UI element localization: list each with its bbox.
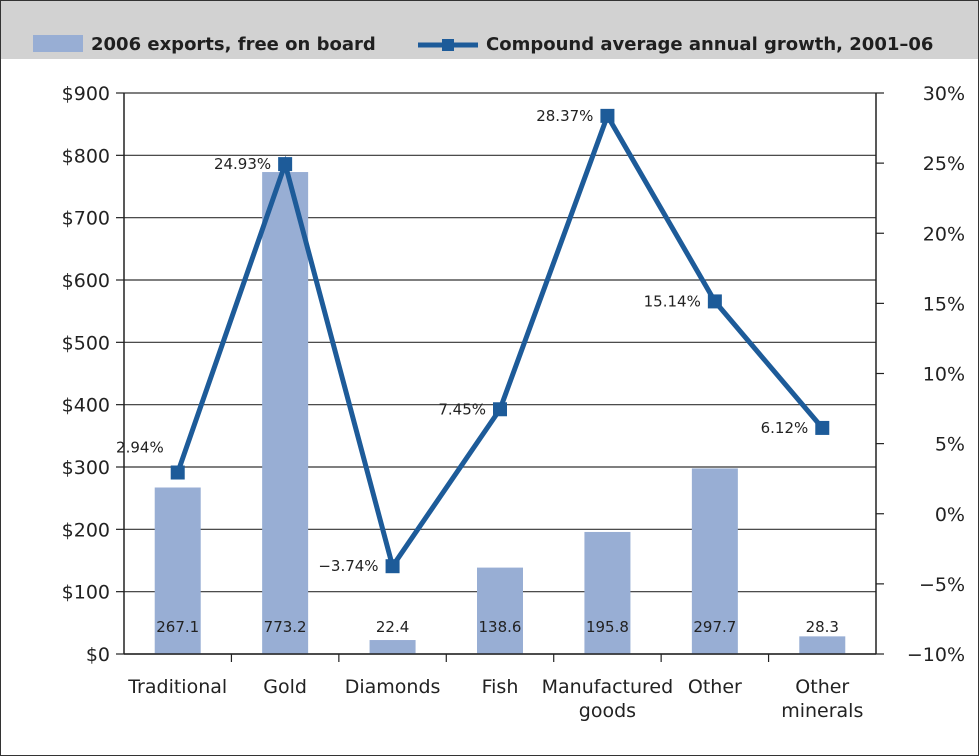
left-tick-label: $800 [62, 145, 110, 167]
bar [369, 640, 416, 654]
bar-value-label: 28.3 [806, 618, 839, 636]
growth-marker [815, 420, 830, 435]
left-tick-label: $500 [62, 332, 110, 354]
growth-value-label: 7.45% [438, 400, 486, 418]
left-tick-label: $900 [62, 83, 110, 105]
bar-value-label: 297.7 [693, 618, 736, 636]
category-label: Other [688, 676, 742, 698]
growth-value-label: 28.37% [536, 107, 593, 125]
growth-value-label: 15.14% [644, 292, 701, 310]
right-tick-label: 20% [923, 223, 965, 245]
legend: 2006 exports, free on board Compound aver… [1, 1, 978, 59]
growth-marker [600, 108, 615, 123]
line-series [170, 108, 830, 574]
left-tick-label: $100 [62, 582, 110, 604]
bar-value-label: 773.2 [264, 618, 307, 636]
left-tick-label: $600 [62, 270, 110, 292]
category-labels: Traditional Gold Diamonds Fish Manufacturedg… [127, 676, 863, 722]
bar [799, 636, 846, 654]
bar-value-label: 267.1 [156, 618, 199, 636]
right-tick-label: 15% [923, 293, 965, 315]
bar [262, 172, 309, 654]
bar-value-label: 138.6 [479, 618, 522, 636]
growth-marker [170, 465, 185, 480]
category-label: Diamonds [345, 676, 441, 698]
right-tick-label: 30% [923, 83, 965, 105]
legend-background [1, 1, 978, 59]
category-label: Manufactured [542, 676, 674, 698]
bar-series [154, 172, 846, 654]
right-tick-label: 25% [923, 153, 965, 175]
legend-bar-label: 2006 exports, free on board [91, 34, 376, 55]
growth-marker [278, 157, 293, 172]
bar [584, 531, 631, 654]
category-label: Gold [263, 676, 307, 698]
legend-line-label: Compound average annual growth, 2001–06 [486, 34, 933, 55]
category-label: minerals [781, 700, 863, 722]
bar [154, 487, 201, 654]
right-tick-label: −5% [919, 574, 965, 596]
growth-marker [707, 294, 722, 309]
axes: $0 $100 $200 $300 $400 $500 $600 $700 $800 $900 −1… [62, 83, 965, 666]
left-tick-label: $0 [86, 644, 110, 666]
growth-marker [385, 559, 400, 574]
left-tick-label: $400 [62, 395, 110, 417]
right-tick-label: 0% [935, 504, 965, 526]
right-tick-label: 5% [935, 434, 965, 456]
data-labels: 267.1 773.2 22.4 138.6 195.8 297.7 28.3 2.94% 24… [116, 107, 839, 636]
legend-line-marker [442, 39, 454, 51]
growth-value-label: −3.74% [318, 557, 378, 575]
growth-marker [493, 402, 507, 417]
category-label: Other [795, 676, 849, 698]
right-tick-label: −10% [907, 644, 965, 666]
bar-value-label: 22.4 [376, 618, 409, 636]
growth-value-label: 6.12% [761, 419, 809, 437]
category-label: Traditional [127, 676, 227, 698]
bar [477, 567, 523, 654]
right-tick-label: 10% [923, 364, 965, 386]
growth-value-label: 2.94% [116, 439, 164, 457]
category-label: Fish [482, 676, 519, 698]
legend-bar-swatch [33, 35, 83, 52]
left-tick-label: $200 [62, 519, 110, 541]
growth-value-label: 24.93% [214, 155, 271, 173]
category-label: goods [579, 700, 636, 722]
left-tick-label: $300 [62, 457, 110, 479]
left-tick-label: $700 [62, 208, 110, 230]
bar [691, 468, 738, 654]
bar-value-label: 195.8 [586, 618, 629, 636]
